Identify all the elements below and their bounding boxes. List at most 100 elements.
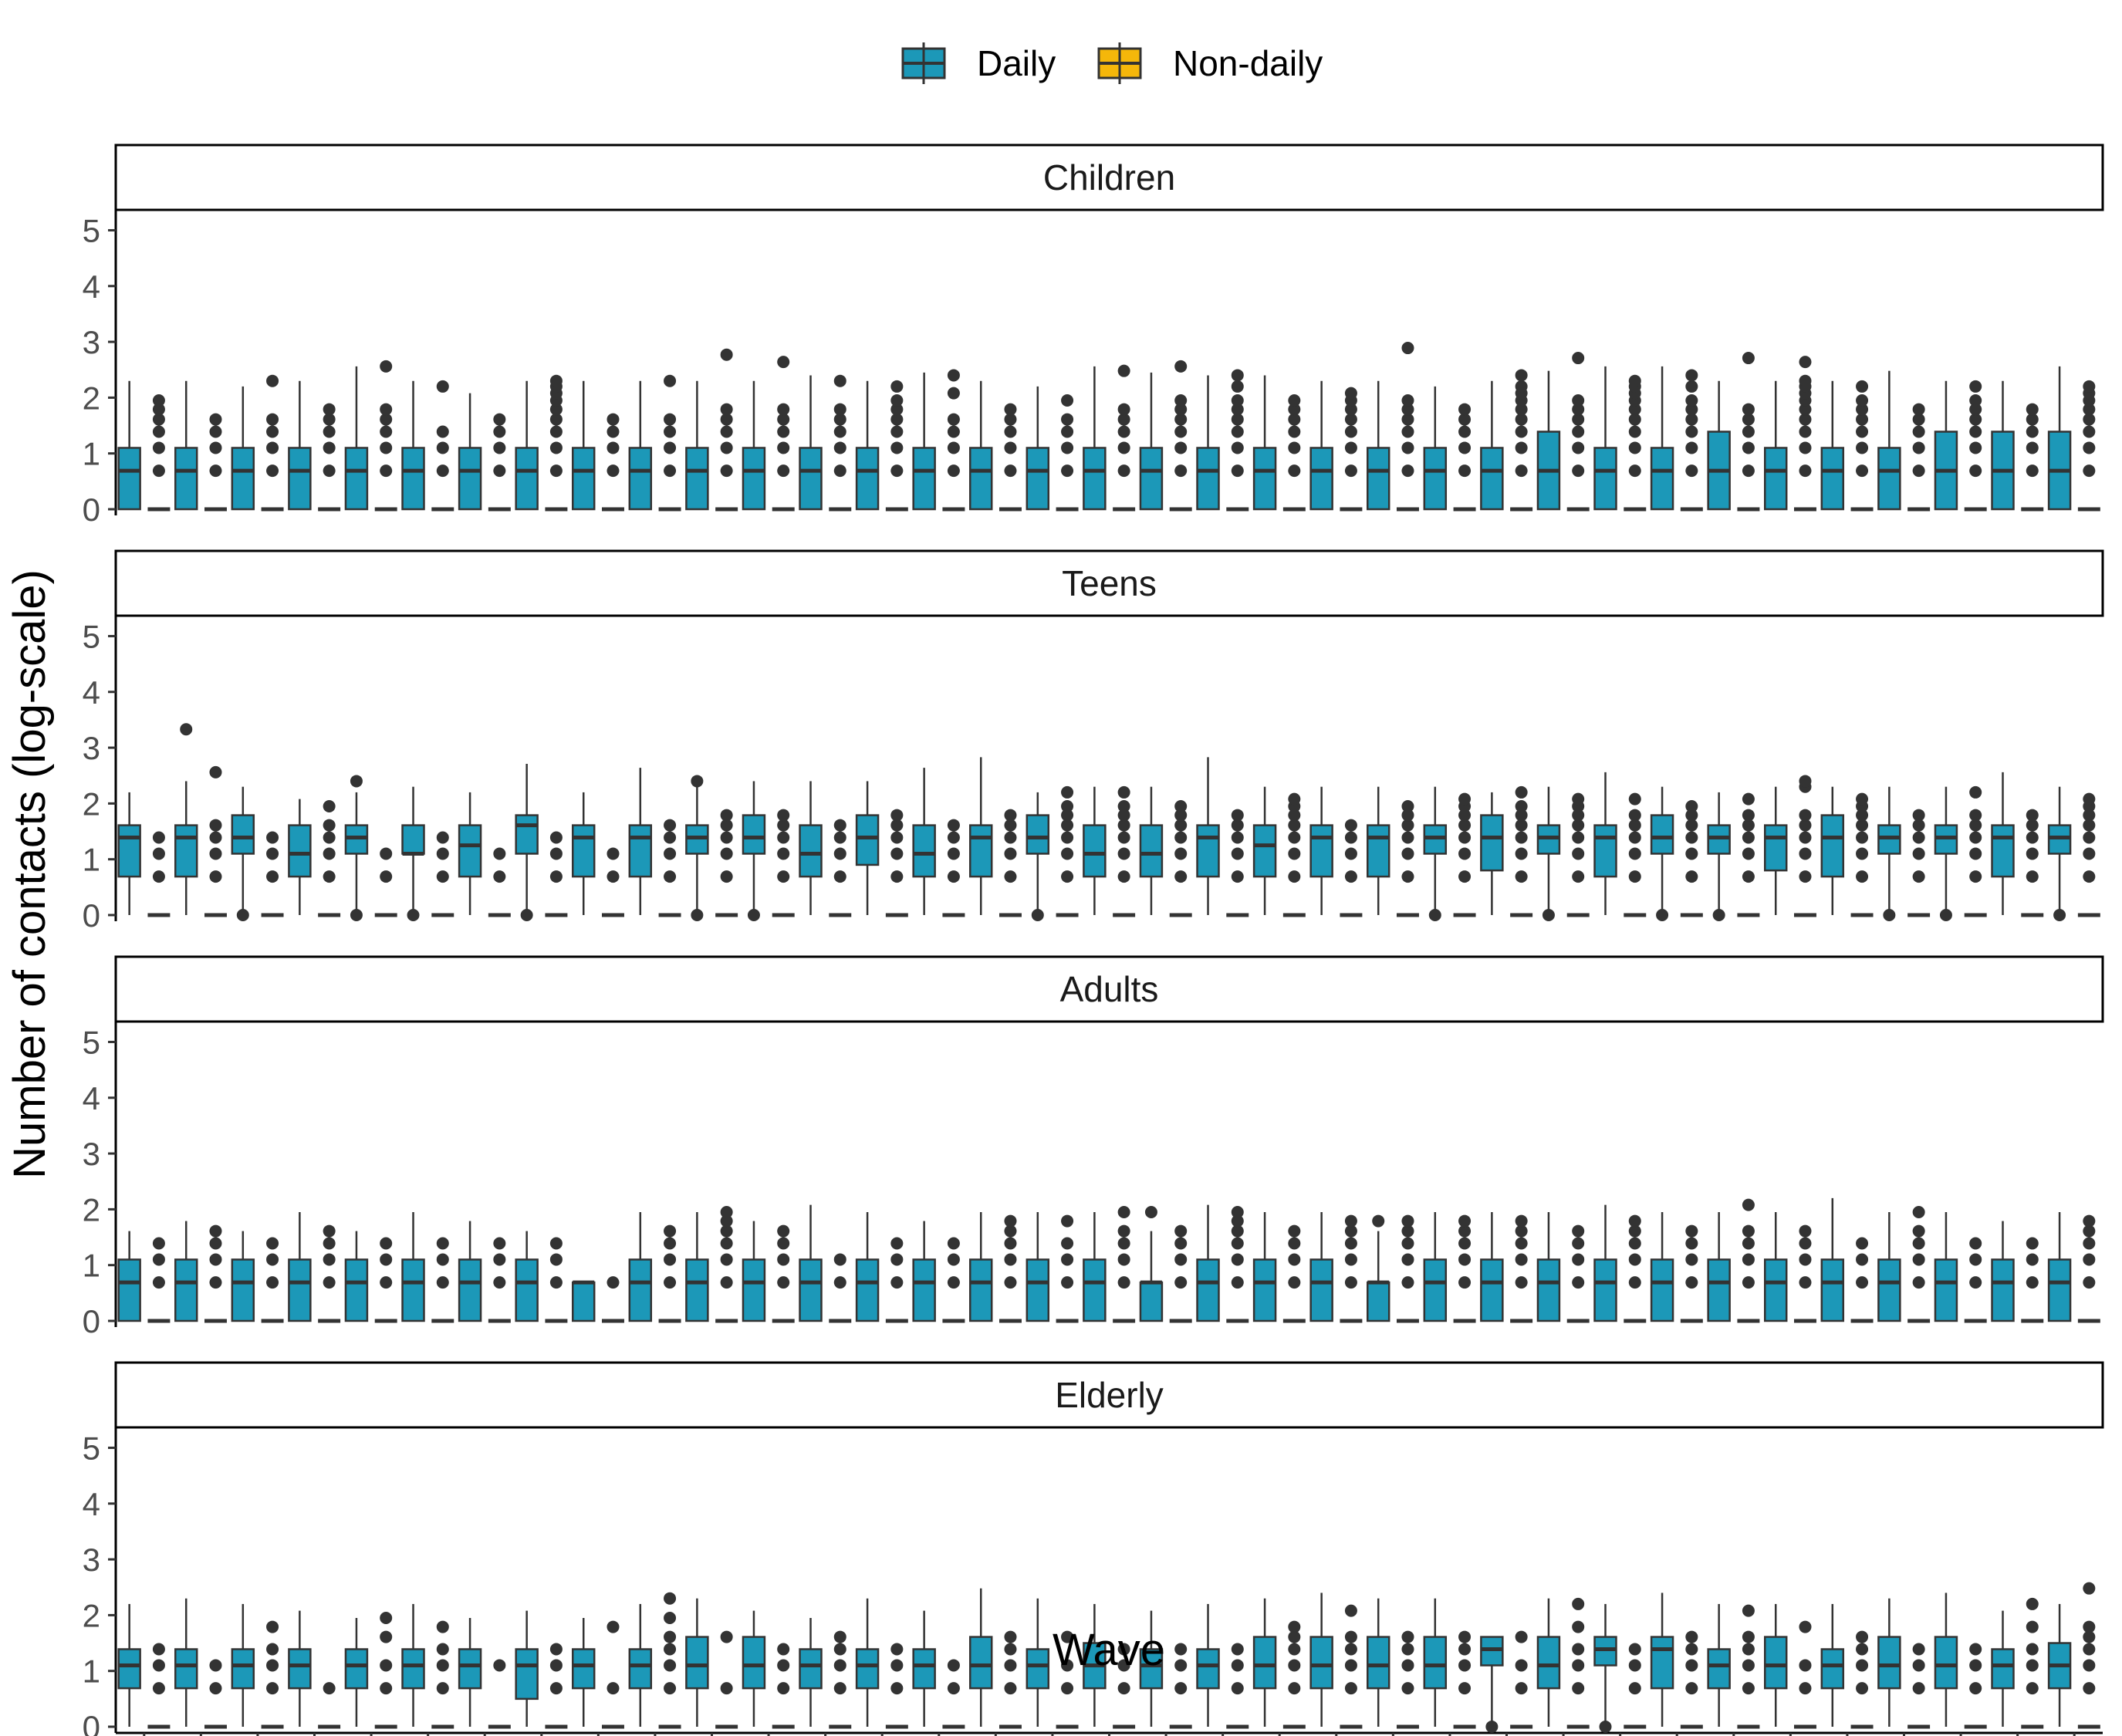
box-daily-teens-35 (1593, 772, 1617, 915)
outlier-non-daily-children-27-0 (1174, 464, 1188, 478)
outlier-non-daily-teens-27-4 (1174, 809, 1188, 822)
outlier-non-daily-children-25-3 (1061, 413, 1074, 426)
box-daily-children-19 (685, 380, 709, 511)
box-non-daily-adults-23 (942, 1237, 965, 1323)
box-non-daily-elderly-34 (1566, 1597, 1590, 1729)
outlier-non-daily-teens-25-6 (1061, 785, 1074, 799)
outlier-non-daily-adults-21-1 (833, 1253, 846, 1266)
outlier-non-daily-adults-15-1 (493, 1253, 506, 1266)
outlier-non-daily-teens-12-2 (323, 831, 336, 844)
box-body-daily-teens-32 (1423, 824, 1448, 855)
box-daily-elderly-32 (1423, 1598, 1448, 1727)
box-non-daily-teens-32 (1453, 792, 1476, 917)
outlier-non-daily-children-10-3 (209, 413, 222, 426)
outlier-non-daily-children-38-1 (1799, 441, 1812, 454)
box-non-daily-adults-41 (1964, 1237, 1987, 1323)
outlier-non-daily-children-9-4 (152, 403, 165, 416)
outlier-non-daily-adults-32-3 (1458, 1224, 1472, 1238)
outlier-non-daily-children-17-3 (607, 413, 620, 426)
outlier-non-daily-elderly-16-2 (549, 1643, 563, 1656)
outlier-non-daily-teens-35-5 (1628, 792, 1641, 806)
outlier-non-daily-children-28-2 (1231, 425, 1244, 438)
outlier-non-daily-elderly-9-2 (152, 1643, 165, 1656)
outlier-non-daily-elderly-30-4 (1344, 1604, 1357, 1617)
outlier-non-daily-teens-31-5 (1401, 800, 1414, 812)
outlier-non-daily-adults-30-0 (1344, 1276, 1357, 1289)
outlier-non-daily-children-42-0 (2026, 464, 2039, 478)
box-body-daily-teens-31 (1367, 824, 1390, 878)
outlier-non-daily-children-41-2 (1969, 425, 1982, 438)
outlier-non-daily-children-43-4 (2083, 403, 2096, 416)
panels: Children012345Teens012345Adults012345Eld… (83, 144, 2104, 1736)
outlier-non-daily-adults-41-2 (1969, 1237, 1982, 1250)
box-non-daily-elderly-21 (829, 1630, 852, 1729)
outlier-non-daily-children-41-3 (1969, 413, 1982, 426)
outlier-non-daily-children-10-1 (209, 441, 222, 454)
box-daily-elderly-18 (628, 1603, 653, 1727)
outlier-non-daily-adults-10-0 (209, 1276, 222, 1289)
outlier-non-daily-teens-27-2 (1174, 831, 1188, 844)
outlier-non-daily-children-27-4 (1174, 403, 1188, 416)
outlier-non-daily-elderly-17-0 (607, 1682, 620, 1695)
outlier-non-daily-children-34-0 (1572, 464, 1585, 478)
outlier-non-daily-children-27-6 (1174, 360, 1188, 373)
outlier-non-daily-elderly-17-1 (607, 1620, 620, 1633)
outlier-non-daily-children-19-0 (720, 464, 733, 478)
outlier-non-daily-children-21-2 (833, 425, 846, 438)
outlier-non-daily-children-21-3 (833, 413, 846, 426)
box-daily-teens-32 (1423, 786, 1448, 921)
box-daily-teens-31 (1367, 786, 1390, 915)
outlier-non-daily-teens-27-5 (1174, 800, 1188, 812)
box-daily-children-14 (401, 380, 425, 511)
outlier-non-daily-elderly-28-2 (1231, 1643, 1244, 1656)
outlier-non-daily-children-36-2 (1685, 425, 1698, 438)
box-non-daily-elderly-36 (1680, 1630, 1703, 1729)
box-non-daily-adults-42 (2021, 1237, 2044, 1323)
box-daily-children-33 (1480, 380, 1504, 511)
outlier-non-daily-children-42-4 (2026, 403, 2039, 416)
box-body-daily-adults-27 (1139, 1281, 1164, 1322)
box-daily-children-32 (1423, 386, 1448, 511)
outlier-non-daily-children-9-3 (152, 413, 165, 426)
box-body-daily-adults-16 (515, 1258, 539, 1322)
outlier-non-daily-adults-16-0 (549, 1276, 563, 1289)
outlier-non-daily-children-29-3 (1288, 413, 1301, 426)
outlier-daily-teens-11-0 (236, 909, 249, 921)
box-daily-elderly-29 (1252, 1598, 1277, 1727)
outlier-non-daily-adults-33-3 (1515, 1224, 1528, 1238)
outlier-non-daily-children-28-6 (1231, 380, 1244, 393)
box-body-daily-teens-25 (1026, 814, 1050, 855)
box-non-daily-children-36 (1680, 369, 1703, 512)
outlier-non-daily-adults-31-3 (1401, 1224, 1414, 1238)
outlier-daily-teens-19-1 (691, 775, 704, 788)
box-non-daily-elderly-14 (431, 1620, 454, 1729)
outlier-non-daily-adults-33-0 (1515, 1276, 1528, 1289)
outlier-non-daily-children-18-2 (664, 425, 677, 438)
outlier-non-daily-elderly-27-0 (1174, 1682, 1188, 1695)
box-body-daily-teens-30 (1309, 824, 1333, 878)
box-daily-adults-15 (458, 1221, 482, 1322)
box-non-daily-elderly-26 (1113, 1643, 1136, 1729)
box-daily-teens-13 (344, 775, 369, 921)
outlier-non-daily-teens-34-1 (1572, 847, 1585, 860)
box-non-daily-adults-26 (1113, 1206, 1136, 1323)
box-body-daily-adults-26 (1083, 1258, 1107, 1322)
box-body-daily-adults-19 (685, 1258, 709, 1322)
outlier-non-daily-elderly-18-1 (664, 1659, 677, 1672)
outlier-non-daily-teens-29-3 (1288, 819, 1301, 832)
outlier-non-daily-children-16-8 (549, 374, 563, 387)
box-body-daily-elderly-18 (628, 1648, 653, 1690)
outlier-non-daily-children-38-0 (1799, 464, 1812, 478)
outlier-non-daily-adults-20-2 (777, 1237, 790, 1250)
outlier-non-daily-elderly-10-0 (209, 1682, 222, 1695)
outlier-non-daily-adults-24-2 (1004, 1237, 1017, 1250)
box-daily-teens-43 (2047, 786, 2072, 921)
outlier-non-daily-adults-35-2 (1628, 1237, 1641, 1250)
box-daily-children-36 (1650, 366, 1674, 511)
box-non-daily-children-20 (772, 356, 795, 512)
box-daily-children-11 (231, 386, 255, 511)
outlier-non-daily-elderly-31-0 (1401, 1682, 1414, 1695)
box-body-daily-adults-12 (288, 1258, 312, 1322)
outlier-non-daily-elderly-26-1 (1117, 1659, 1130, 1672)
outlier-non-daily-teens-31-1 (1401, 847, 1414, 860)
